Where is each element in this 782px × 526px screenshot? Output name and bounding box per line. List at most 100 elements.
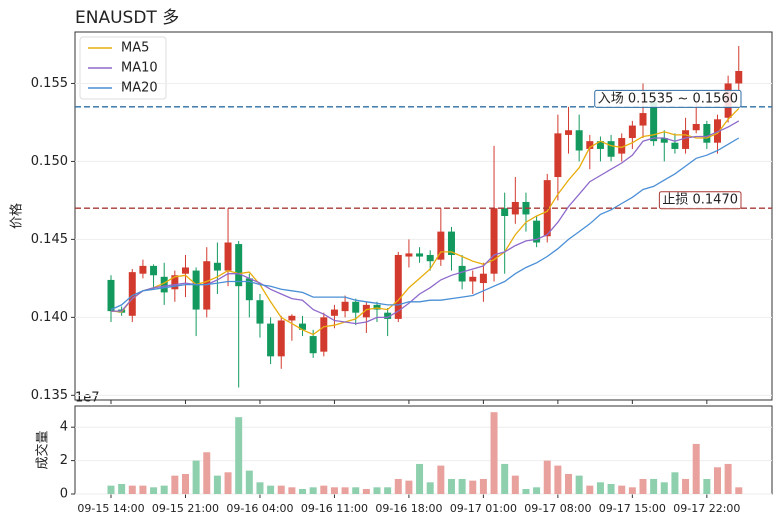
volume-bar [267, 485, 275, 494]
legend-label: MA20 [121, 81, 158, 96]
y-tick-label: 0.145 [31, 232, 68, 247]
ma-line [110, 137, 740, 311]
x-tick-label: 09-17 15:00 [599, 502, 666, 515]
volume-bar [565, 473, 573, 494]
volume-bar [128, 485, 136, 494]
candle-body [139, 265, 147, 274]
candle-body [160, 276, 168, 293]
volume-bar [192, 460, 200, 494]
legend-label: MA5 [121, 41, 149, 56]
candle-body [330, 309, 338, 316]
volume-bar [703, 478, 711, 494]
volume-bar [660, 482, 668, 494]
volume-bar [299, 488, 307, 494]
volume-bar [554, 465, 562, 494]
volume-bar [245, 470, 253, 494]
volume-bar [150, 487, 158, 494]
level-label-box [658, 191, 742, 210]
candle-body [277, 320, 285, 357]
volume-bar [352, 487, 360, 494]
candle-body [735, 70, 743, 84]
candle-body [213, 262, 221, 271]
y-tick-label: 0.135 [31, 388, 68, 403]
volume-bar [671, 472, 679, 494]
volume-bar [628, 487, 636, 494]
candle-body [554, 133, 562, 178]
candle-body [713, 119, 721, 143]
x-tick-label: 09-16 04:00 [226, 502, 293, 515]
volume-bar [203, 452, 211, 494]
candle-body [384, 312, 392, 319]
candle-body [405, 253, 413, 257]
volume-bar [650, 478, 658, 494]
level-label: 止损 0.1470 [662, 193, 738, 208]
volume-bar [692, 443, 700, 494]
y-axis-label: 价格 [9, 203, 25, 229]
volume-bar [394, 478, 402, 494]
candle-body [565, 130, 573, 135]
candle-body [341, 301, 349, 312]
candle-body [192, 270, 200, 310]
candle-body [501, 208, 509, 216]
volume-bar [181, 473, 189, 494]
candle-body [479, 273, 487, 284]
y-tick-label: 0 [60, 487, 68, 502]
candle-body [426, 254, 434, 262]
volume-bar [277, 485, 285, 494]
volume-bar [639, 478, 647, 494]
candle-body [660, 138, 668, 143]
y-tick-label: 0.155 [31, 76, 68, 91]
candle-body [181, 267, 189, 274]
candle-body [107, 279, 115, 312]
volume-bar [713, 467, 721, 494]
y-tick-label: 0.150 [31, 154, 68, 169]
candle-body [447, 231, 455, 255]
volume-bar [256, 482, 264, 494]
volume-bar [501, 463, 509, 494]
volume-bar [224, 472, 232, 494]
volume-bar [171, 475, 179, 494]
candle-body [128, 272, 136, 316]
volume-bar [735, 487, 743, 494]
candle-body [586, 141, 594, 149]
volume-bar [682, 478, 690, 494]
candle-body [650, 102, 658, 142]
candle-body [575, 130, 583, 151]
candle-body [150, 265, 158, 276]
volume-bar [288, 487, 296, 494]
volume-bar [405, 480, 413, 494]
volume-bar [330, 487, 338, 494]
volume-unit: 1e7 [75, 391, 100, 406]
candle-body [394, 254, 402, 319]
volume-bar [479, 478, 487, 494]
level-label: 入场 0.1535 ~ 0.1560 [598, 91, 738, 106]
volume-bar [107, 485, 115, 494]
y-tick-label: 4 [60, 420, 68, 435]
x-tick-label: 09-16 11:00 [301, 502, 368, 515]
volume-bar [373, 487, 381, 494]
candle-body [682, 130, 690, 149]
chart-title: ENAUSDT 多 [75, 8, 179, 28]
volume-bar [437, 465, 445, 494]
volume-bar [341, 487, 349, 494]
candle-body [703, 124, 711, 143]
main-frame [74, 31, 773, 401]
x-tick-label: 09-16 18:00 [375, 502, 442, 515]
candle-body [639, 113, 647, 126]
volume-bar [586, 485, 594, 494]
candle-body [596, 141, 604, 149]
legend-label: MA10 [121, 61, 158, 76]
candle-body [245, 278, 253, 301]
candle-body [437, 231, 445, 260]
candle-body [309, 336, 317, 354]
candle-body [352, 301, 360, 313]
volume-bar [596, 482, 604, 494]
volume-bar [490, 412, 498, 494]
volume-bar [384, 487, 392, 494]
volume-bar [139, 485, 147, 494]
volume-axis-label: 成交量 [35, 430, 51, 469]
volume-bar [362, 488, 370, 494]
x-tick-label: 09-15 14:00 [77, 502, 144, 515]
level-label-box [594, 89, 742, 108]
